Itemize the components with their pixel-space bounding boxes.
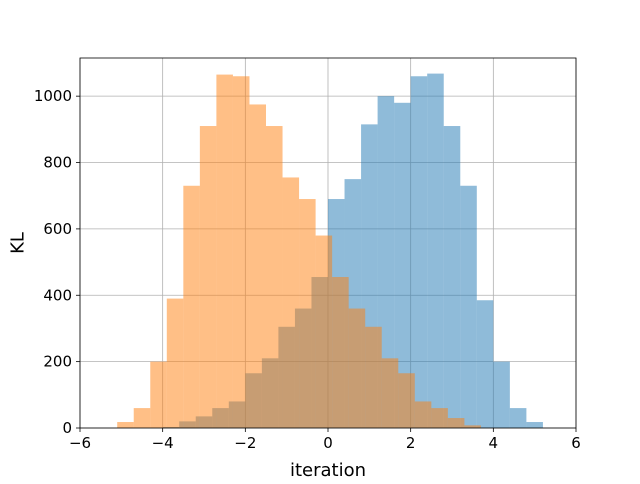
x-axis-label: iteration bbox=[290, 460, 366, 480]
histogram-bar-series-2 bbox=[266, 126, 283, 428]
y-tick-label: 1000 bbox=[34, 87, 72, 105]
histogram-bar-series-2 bbox=[315, 235, 333, 428]
x-tick-label: −4 bbox=[152, 434, 174, 452]
tick-marks: −6 −4 −2 0 2 4 6 0 200 400 600 800 1000 bbox=[34, 87, 581, 452]
y-axis-label: KL bbox=[7, 232, 28, 254]
histogram-bar-series-1 bbox=[493, 361, 510, 428]
y-tick-label: 0 bbox=[62, 419, 72, 437]
histogram-bar-series-2 bbox=[216, 74, 233, 429]
histogram-bar-series-2 bbox=[381, 358, 399, 428]
histogram-bar-series-2 bbox=[199, 126, 217, 428]
histogram-bar-series-2 bbox=[282, 177, 300, 428]
y-tick-label: 200 bbox=[43, 353, 72, 371]
histogram-bar-series-2 bbox=[348, 308, 366, 428]
histogram-bar-series-2 bbox=[464, 425, 481, 428]
histogram-bar-series-2 bbox=[365, 326, 382, 428]
histogram-bar-series-2 bbox=[447, 418, 465, 428]
histogram-bars bbox=[117, 73, 543, 429]
histogram-bar-series-2 bbox=[332, 277, 349, 428]
histogram-bar-series-2 bbox=[249, 104, 266, 428]
y-tick-label: 600 bbox=[43, 220, 72, 238]
histogram-bar-series-2 bbox=[398, 373, 415, 428]
histogram-bar-series-2 bbox=[150, 361, 167, 428]
x-tick-label: 0 bbox=[323, 434, 333, 452]
histogram-bar-series-1 bbox=[476, 300, 494, 428]
histogram-bar-series-2 bbox=[232, 76, 250, 428]
x-tick-label: −6 bbox=[69, 434, 91, 452]
histogram-bar-series-1 bbox=[460, 185, 477, 428]
histogram-bar-series-2 bbox=[166, 298, 184, 428]
x-tick-label: 6 bbox=[571, 434, 581, 452]
histogram-bar-series-1 bbox=[526, 422, 543, 428]
histogram-bar-series-2 bbox=[183, 185, 200, 428]
histogram-bar-series-1 bbox=[427, 73, 444, 429]
histogram-bar-series-2 bbox=[117, 422, 134, 428]
histogram-bar-series-2 bbox=[431, 408, 448, 428]
y-tick-label: 400 bbox=[43, 286, 72, 304]
x-tick-label: 2 bbox=[406, 434, 416, 452]
histogram-bar-series-1 bbox=[443, 126, 461, 428]
histogram-bar-series-2 bbox=[133, 408, 151, 428]
x-tick-label: 4 bbox=[489, 434, 499, 452]
x-tick-label: −2 bbox=[234, 434, 256, 452]
histogram-bar-series-1 bbox=[509, 408, 527, 428]
y-tick-label: 800 bbox=[43, 154, 72, 172]
histogram-bar-series-2 bbox=[414, 401, 432, 428]
histogram-bar-series-1 bbox=[410, 76, 428, 428]
histogram-bar-series-2 bbox=[299, 199, 316, 428]
histogram-bar-series-1 bbox=[394, 102, 411, 428]
